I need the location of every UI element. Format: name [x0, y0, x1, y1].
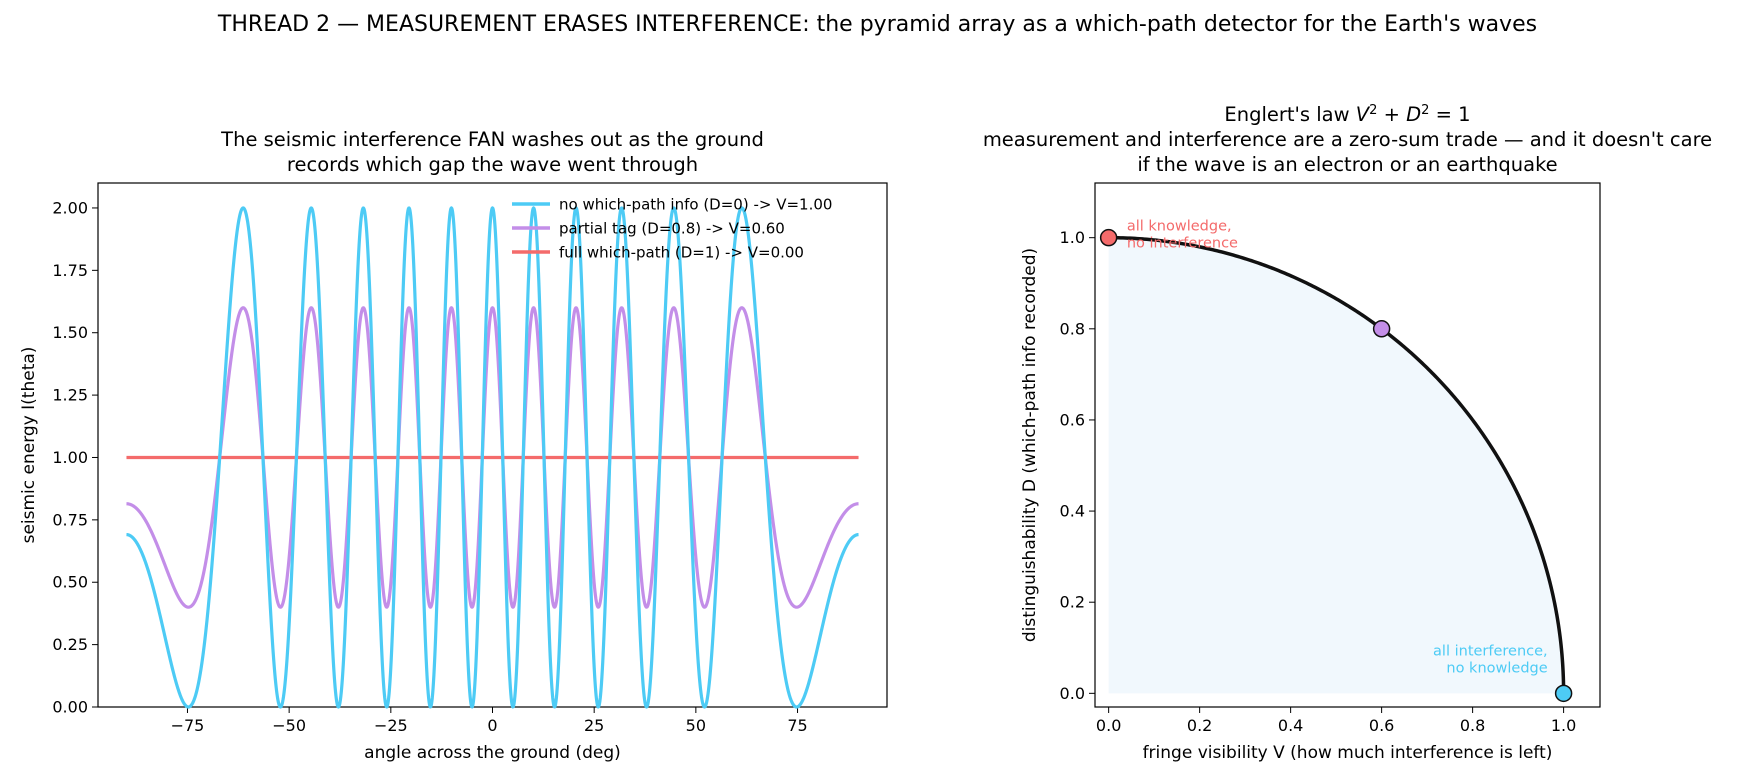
y-tick-label: 0.6: [1060, 410, 1085, 429]
x-tick-label: −25: [374, 716, 408, 735]
data-point: [1372, 320, 1391, 338]
x-tick-label: 0.4: [1278, 716, 1303, 735]
y-tick-label: 1.50: [52, 323, 88, 342]
feasible-region: [1108, 237, 1564, 694]
y-tick-label: 2.00: [52, 198, 88, 217]
x-tick-label: −75: [171, 716, 205, 735]
x-tick-label: −50: [272, 716, 306, 735]
chart-title-line: The seismic interference FAN washes out …: [220, 128, 764, 151]
x-tick-label: 0.8: [1460, 716, 1485, 735]
y-tick-label: 1.25: [52, 386, 88, 405]
y-tick-label: 1.0: [1060, 228, 1085, 247]
x-tick-label: 25: [584, 716, 604, 735]
y-tick-label: 0.0: [1060, 684, 1085, 703]
annotation-text: no knowledge: [1446, 660, 1547, 676]
annotation-text: all interference,: [1433, 643, 1548, 659]
y-tick-label: 1.00: [52, 448, 88, 467]
x-tick-label: 1.0: [1551, 716, 1576, 735]
chart-title-line: measurement and interference are a zero-…: [983, 128, 1712, 151]
legend-label: partial tag (D=0.8) -> V=0.60: [559, 220, 785, 238]
annotation-text: all knowledge,: [1127, 219, 1232, 235]
y-tick-label: 0.8: [1060, 319, 1085, 338]
series-line: [125, 306, 860, 609]
y-tick-label: 0.75: [52, 510, 88, 529]
x-tick-label: 75: [787, 716, 807, 735]
x-tick-label: 0: [487, 716, 497, 735]
y-tick-label: 0.00: [52, 698, 88, 717]
data-point: [1554, 684, 1573, 703]
y-axis-label: seismic energy I(theta): [19, 347, 39, 544]
y-axis-label: distinguishability D (which-path info re…: [1020, 248, 1040, 642]
chart-title-line: if the wave is an electron or an earthqu…: [1137, 153, 1557, 176]
y-tick-label: 0.4: [1060, 502, 1085, 521]
annotation-text: no interference: [1127, 236, 1238, 252]
x-tick-label: 0.6: [1369, 716, 1394, 735]
plot-frame: [1094, 182, 1601, 708]
legend-label: no which-path info (D=0) -> V=1.00: [559, 196, 832, 214]
chart-title-line: records which gap the wave went through: [287, 153, 698, 176]
x-axis-label: fringe visibility V (how much interferen…: [1143, 743, 1553, 763]
y-tick-label: 0.25: [52, 635, 88, 654]
x-axis-label: angle across the ground (deg): [364, 743, 621, 763]
data-point: [1099, 228, 1118, 247]
series-line: [125, 206, 860, 709]
englert-curve: [1108, 235, 1566, 694]
x-tick-label: 0.0: [1096, 716, 1121, 735]
y-tick-label: 1.75: [52, 261, 88, 280]
x-tick-label: 50: [686, 716, 706, 735]
chart-title-line: Englert's law V2 + D2 = 1: [1224, 103, 1470, 127]
legend-label: full which-path (D=1) -> V=0.00: [559, 244, 804, 262]
y-tick-label: 0.50: [52, 573, 88, 592]
figure-title: THREAD 2 — MEASUREMENT ERASES INTERFEREN…: [217, 12, 1538, 37]
y-tick-label: 0.2: [1060, 593, 1085, 612]
x-tick-label: 0.2: [1187, 716, 1212, 735]
